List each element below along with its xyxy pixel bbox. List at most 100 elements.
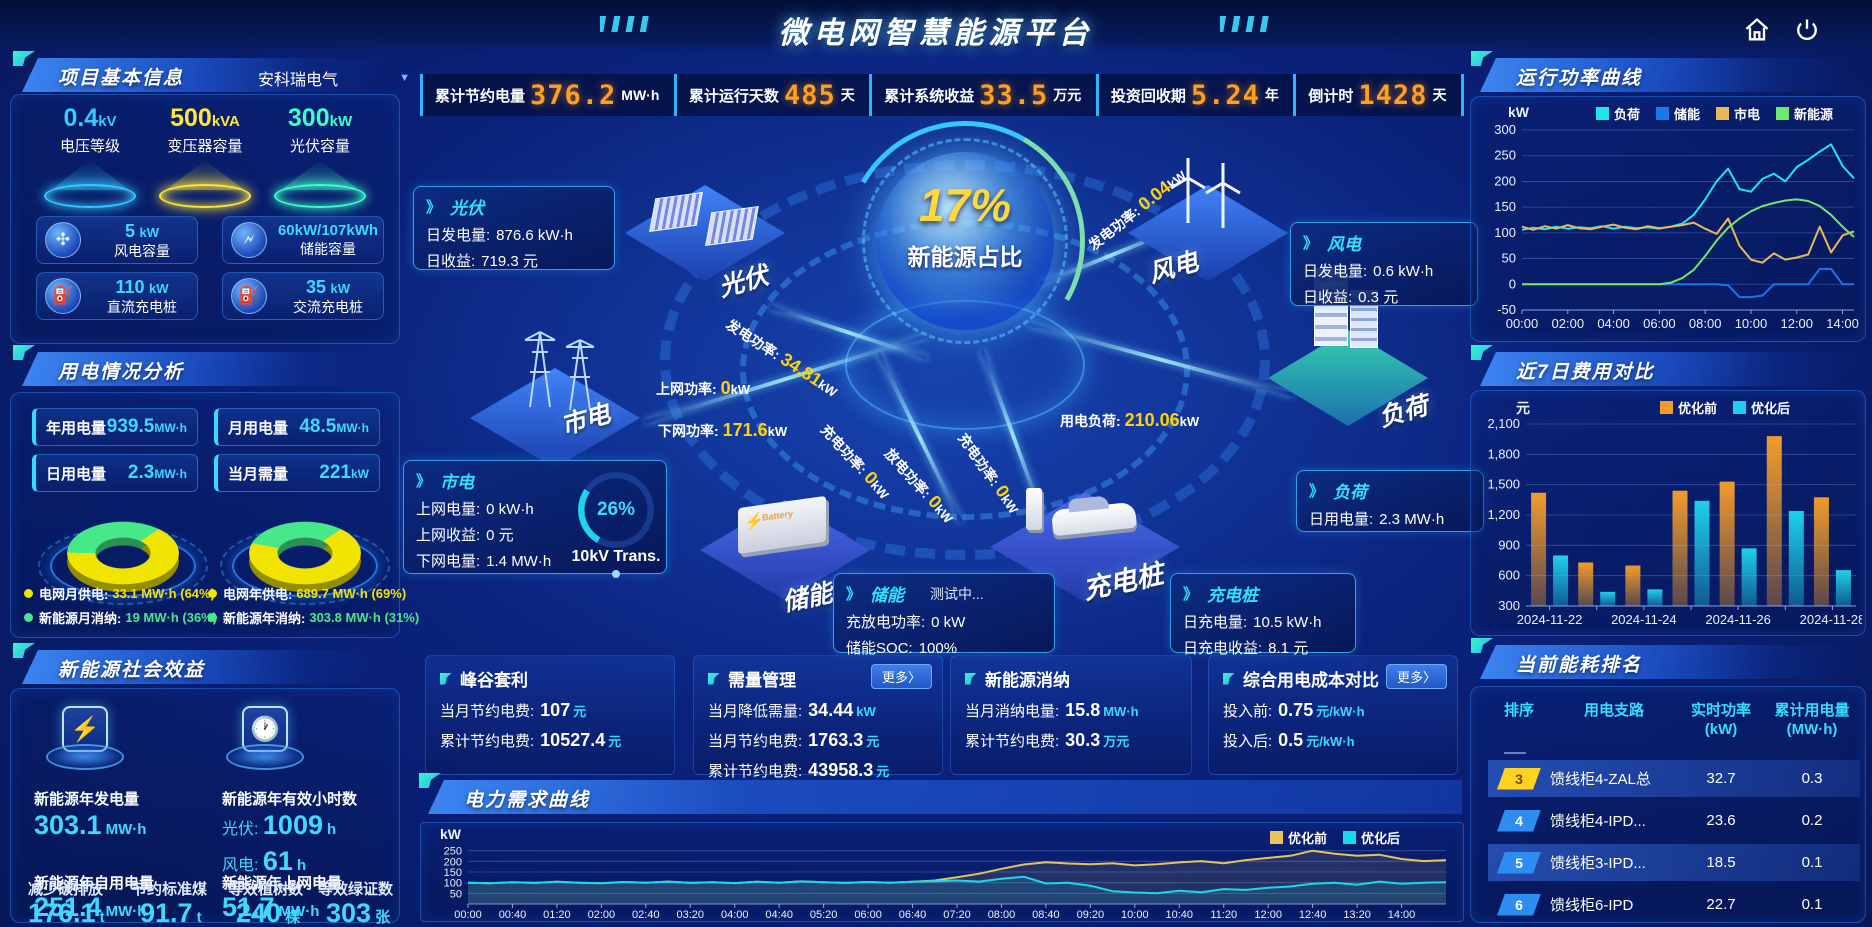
coal-value: 91.7 t xyxy=(140,898,202,927)
pv-hours: 光伏: 1009 h xyxy=(222,810,336,841)
benefit-row-2: 累计节约电费: 43958.3 元 xyxy=(708,760,928,781)
title-decoration-right xyxy=(1220,16,1274,32)
legend-value: 303.8 MW·h (31%) xyxy=(309,610,420,625)
kpi-label: 累计系统收益 xyxy=(884,87,975,105)
kpi-unit: 万元 xyxy=(1053,87,1082,103)
donut-legend-1-0: 电网年供电: 689.7 MW·h (69%) xyxy=(208,584,406,603)
value: 251.4 xyxy=(34,892,102,922)
run-power-chart[interactable]: -50 0 50 100 150 200 250 300 00:00 02:00 04:00 06:0… xyxy=(1478,122,1862,336)
svg-text:00:00: 00:00 xyxy=(454,909,482,921)
row-label: 当月节约电费: xyxy=(708,733,803,750)
label: 风电: xyxy=(222,857,259,874)
demand-unit-label: kW xyxy=(440,826,461,842)
benefit-panel-1: 需量管理 更多〉 当月降低需量: 34.44 kW 当月节约电费: 1763.3 元累计节约电… xyxy=(693,655,943,780)
benefit-panel-0: 峰谷套利 当月节约电费: 107 元累计节约电费: 10527.4 元 xyxy=(425,655,675,775)
wind-box-row-0: 日发电量: 0.6 kW·h xyxy=(1303,260,1465,281)
svg-text:250: 250 xyxy=(444,846,462,858)
value: 176.1 xyxy=(28,898,96,927)
svg-text:1,500: 1,500 xyxy=(1487,477,1520,492)
panel-title: 新能源社会效益 xyxy=(58,660,206,681)
svg-text:300: 300 xyxy=(1498,598,1520,613)
legend-swatch xyxy=(1660,401,1673,414)
realtime-power: 22.7 xyxy=(1706,896,1736,913)
svg-text:2,100: 2,100 xyxy=(1487,416,1520,431)
legend-item-优化后[interactable]: 优化后 xyxy=(1343,828,1400,847)
row-label: 日收益: xyxy=(1303,289,1353,306)
usage-value: 48.5MW·h xyxy=(299,416,369,437)
run-power-unit: kW xyxy=(1508,104,1529,120)
kpi-label: 倒计时 xyxy=(1308,87,1354,105)
pv-box-row-1: 日收益: 719.3 元 xyxy=(426,250,602,271)
more-button[interactable]: 更多〉 xyxy=(870,664,932,689)
header-bar xyxy=(428,780,1462,814)
svg-text:250: 250 xyxy=(1494,148,1516,163)
legend-dot xyxy=(24,589,33,598)
legend-item-优化前[interactable]: 优化前 xyxy=(1660,398,1717,417)
legend-item-优化后[interactable]: 优化后 xyxy=(1733,398,1790,417)
row-value: 0.5 xyxy=(1278,730,1304,750)
row-value: 43958.3 xyxy=(808,760,874,780)
benefit-title-text: 新能源消纳 xyxy=(985,671,1070,690)
generation-pedestal: ⚡ xyxy=(42,706,128,770)
home-icon[interactable] xyxy=(1742,16,1772,44)
svg-text:600: 600 xyxy=(1498,568,1520,583)
svg-text:04:00: 04:00 xyxy=(1597,316,1630,331)
panel-title: 电力需求曲线 xyxy=(464,790,591,811)
row-label: 充放电功率: xyxy=(846,614,926,631)
svg-text:11:20: 11:20 xyxy=(1210,909,1237,921)
svg-text:100: 100 xyxy=(1494,225,1516,240)
ranking-row-5[interactable]: 5 馈线柜3-IPD... 18.5 0.1 xyxy=(1488,844,1860,881)
panel-icon xyxy=(965,672,977,685)
spotlight-label: 变压器容量 xyxy=(167,138,243,155)
legend-item-新能源[interactable]: 新能源 xyxy=(1776,104,1833,123)
svg-text:05:20: 05:20 xyxy=(810,909,838,921)
svg-text:10:00: 10:00 xyxy=(1121,909,1149,921)
row-value: 10.5 kW·h xyxy=(1253,614,1322,631)
legend-item-储能[interactable]: 储能 xyxy=(1656,104,1700,123)
company-dropdown[interactable]: 安科瑞电气 ▼ xyxy=(258,65,410,91)
ranking-row-3[interactable]: 3 馈线柜4-ZAL总 32.7 0.3 xyxy=(1488,760,1860,797)
benefit-row-1: 累计节约电费: 10527.4 元 xyxy=(440,730,660,751)
legend-item-市电[interactable]: 市电 xyxy=(1716,104,1760,123)
wind-turbine-icon: ✣ xyxy=(45,222,81,258)
donut-legend-0-0: 电网月供电: 33.1 MW·h (64%) xyxy=(24,584,215,603)
power-usage-header: 用电情况分析 xyxy=(13,345,384,386)
legend-item-优化前[interactable]: 优化前 xyxy=(1270,828,1327,847)
ranking-row-4[interactable]: 4 馈线柜4-IPD... 23.6 0.2 xyxy=(1488,802,1860,839)
usage-card-2: 日用电量 2.3MW·h xyxy=(32,454,198,492)
benefit-row-0: 当月降低需量: 34.44 kW xyxy=(708,700,928,721)
flow-unit: kW xyxy=(1179,414,1200,429)
row-unit: MW·h xyxy=(1103,704,1139,719)
power-icon[interactable] xyxy=(1792,16,1822,44)
page-title: 微电网智慧能源平台 xyxy=(778,17,1094,50)
unit: t xyxy=(99,909,105,926)
svg-text:08:00: 08:00 xyxy=(1689,316,1722,331)
legend-swatch xyxy=(1733,401,1747,414)
cost-compare-chart[interactable]: 300 600 900 1,200 1,500 1,800 2,100 2024-11-22 2… xyxy=(1478,416,1862,632)
tree-value: 240 棵 xyxy=(236,898,300,927)
svg-text:06:00: 06:00 xyxy=(854,909,882,921)
panel-icon xyxy=(1223,672,1235,685)
grid-node xyxy=(470,331,640,468)
branch-name: 馈线柜4-IPD... xyxy=(1550,813,1646,830)
row-unit: kW xyxy=(856,704,876,719)
row-label: 储能SOC: xyxy=(846,640,913,657)
usage-card-0: 年用电量 939.5MW·h xyxy=(32,408,198,446)
row-value: 30.3 xyxy=(1065,730,1101,750)
benefit-row-1: 累计节约电费: 30.3 万元 xyxy=(965,730,1177,751)
more-button[interactable]: 更多〉 xyxy=(1385,664,1447,689)
legend-text: 新能源 xyxy=(1794,107,1834,122)
svg-text:04:40: 04:40 xyxy=(765,909,793,921)
svg-text:12:00: 12:00 xyxy=(1254,909,1282,921)
row-label: 日收益: xyxy=(426,253,476,270)
legend-item-负荷[interactable]: 负荷 xyxy=(1596,104,1640,123)
svg-text:-50: -50 xyxy=(1497,302,1516,317)
usage-card-1: 月用电量 48.5MW·h xyxy=(214,408,380,446)
spotlight-value: 500kVA xyxy=(170,104,240,132)
transformer-gauge: 26% xyxy=(578,472,654,548)
ranking-row-6[interactable]: 6 馈线柜6-IPD 22.7 0.1 xyxy=(1488,886,1860,920)
capacity-card-2: ⛽ 110 kW 直流充电桩 xyxy=(36,272,198,320)
spotlight-base xyxy=(44,184,136,208)
legend-value: 19 MW·h (36%) xyxy=(125,610,218,625)
